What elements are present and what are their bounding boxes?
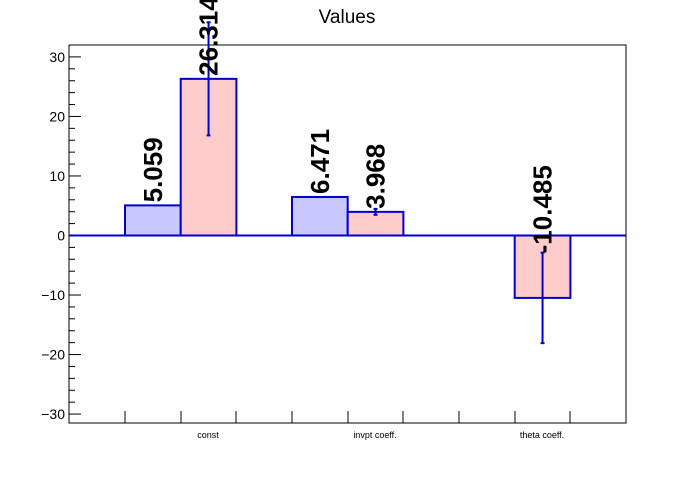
data-labels: 5.059 6.471 26.314 3.968 -10.485 [138,0,558,253]
x-category-label: theta coeff. [520,430,564,440]
y-tick-label: 20 [49,108,65,124]
y-tick-label: −30 [41,406,65,422]
y-tick-label: −20 [41,347,65,363]
data-label: -10.485 [528,165,558,253]
bars [124,77,572,299]
chart-title: Values [319,7,376,28]
x-category-label: invpt coeff. [353,430,396,440]
x-category-label: const [197,430,219,440]
x-axis: const invpt coeff. theta coeff. [124,411,571,440]
data-label: 3.968 [361,144,391,209]
y-tick-label: −10 [41,287,65,303]
y-tick-label: 10 [49,168,65,184]
bar [291,195,349,237]
data-label: 26.314 [194,0,224,76]
y-axis: −30 −20 −10 0 10 20 30 [41,49,81,422]
bar [124,204,182,237]
y-tick-label: 0 [57,227,65,243]
data-label: 5.059 [138,137,168,202]
data-label: 6.471 [305,129,335,194]
y-tick-label: 30 [49,49,65,65]
error-bars [206,21,545,345]
